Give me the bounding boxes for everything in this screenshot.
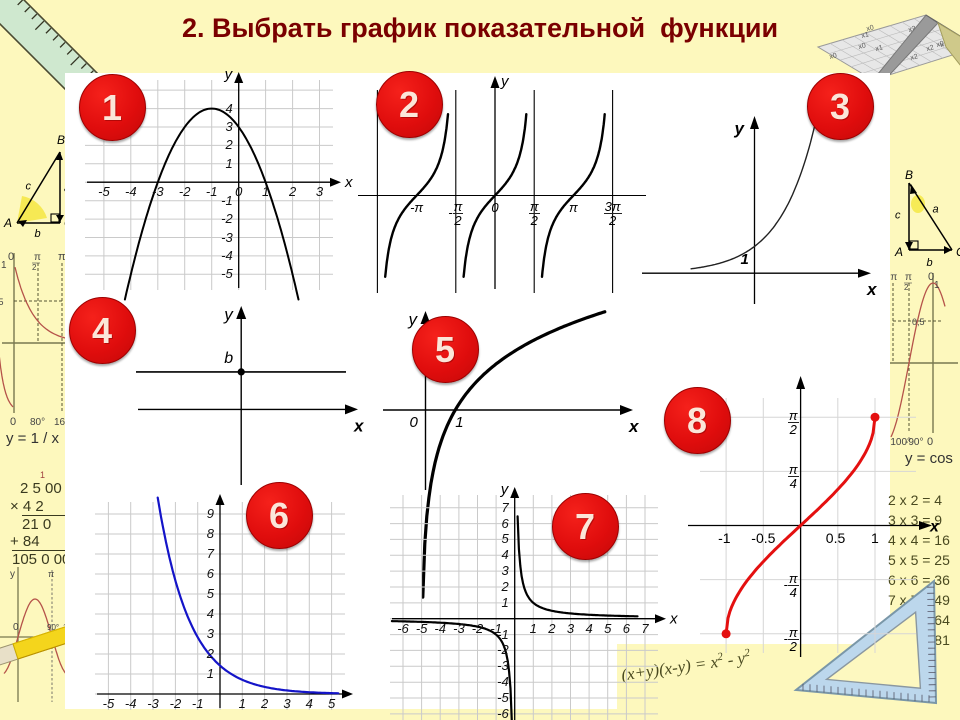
svg-text:A: A xyxy=(3,216,12,230)
svg-text:1: 1 xyxy=(934,280,940,291)
svg-text:0,5: 0,5 xyxy=(912,317,925,327)
svg-text:0,5: 0,5 xyxy=(0,297,4,307)
svg-text:x: x xyxy=(929,519,940,536)
svg-text:y: y xyxy=(224,66,234,83)
svg-text:a: a xyxy=(933,204,939,216)
svg-text:c: c xyxy=(895,210,901,222)
svg-text:b: b xyxy=(35,228,41,240)
svg-text:2: 2 xyxy=(32,263,37,272)
svg-text:0: 0 xyxy=(10,416,16,428)
svg-text:A: A xyxy=(894,245,903,259)
svg-text:y: y xyxy=(500,73,510,90)
svg-text:π: π xyxy=(905,272,912,283)
svg-text:1: 1 xyxy=(1,260,7,271)
svg-text:x: x xyxy=(866,280,878,299)
svg-text:π: π xyxy=(34,252,41,263)
svg-text:x: x xyxy=(669,611,678,628)
svg-text:y: y xyxy=(500,481,510,498)
svg-text:2: 2 xyxy=(904,283,909,292)
svg-text:B: B xyxy=(57,133,65,147)
svg-text:80°: 80° xyxy=(30,417,45,428)
svg-text:y: y xyxy=(223,305,234,324)
svg-text:c: c xyxy=(26,181,32,193)
svg-text:y: y xyxy=(407,310,418,329)
svg-text:0: 0 xyxy=(8,251,14,263)
svg-text:x: x xyxy=(353,416,365,435)
svg-text:x: x xyxy=(628,417,640,436)
svg-text:y: y xyxy=(733,119,745,138)
svg-text:C: C xyxy=(956,245,960,259)
svg-text:16: 16 xyxy=(54,417,66,428)
svg-text:B: B xyxy=(905,168,913,182)
